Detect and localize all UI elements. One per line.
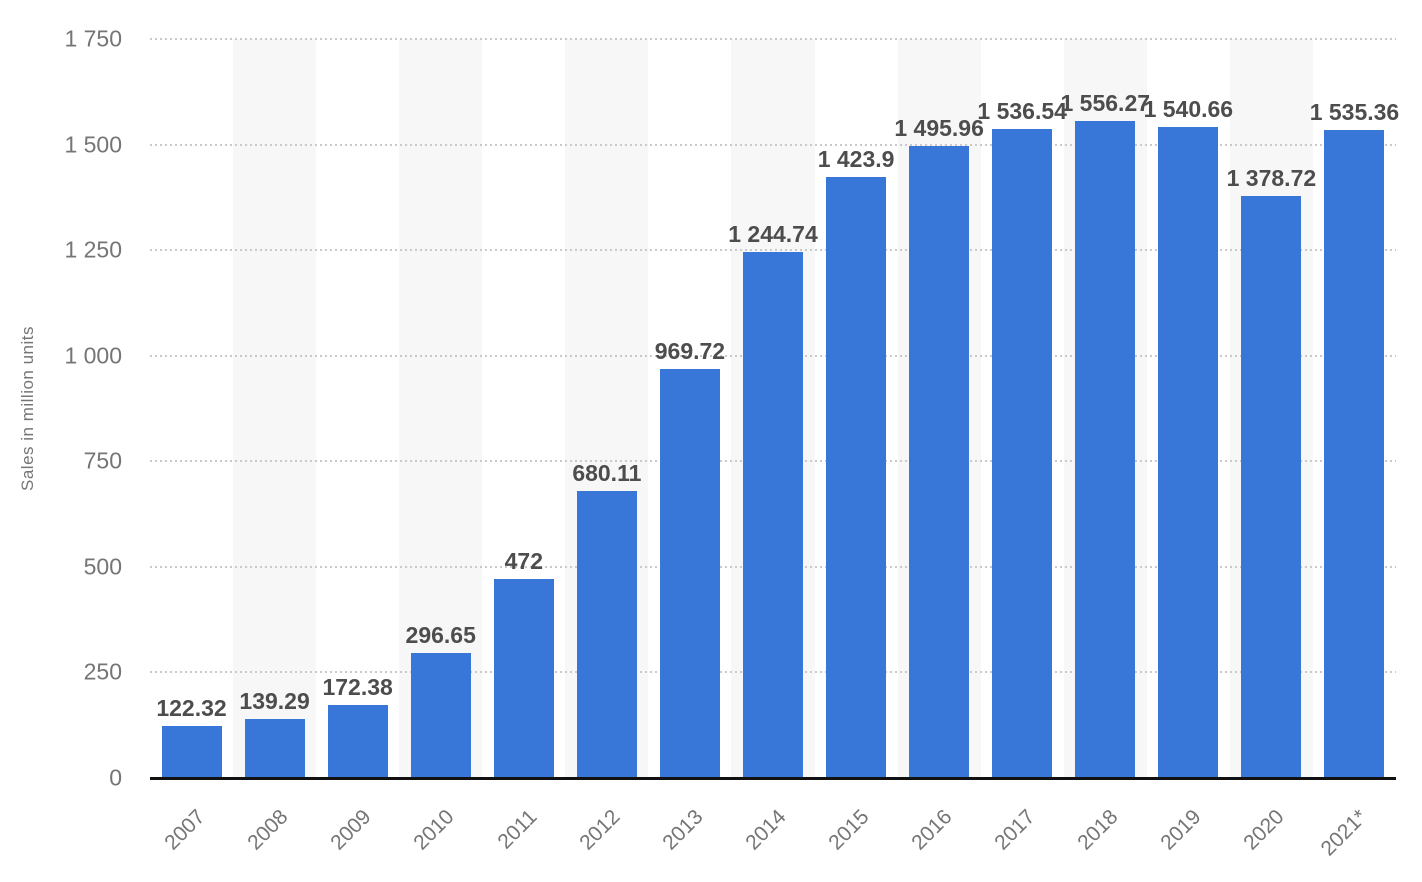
bar-2020[interactable] [1241, 195, 1302, 778]
bar-2007[interactable] [161, 726, 222, 778]
x-tick-label-2018: 2018 [1073, 805, 1123, 855]
x-tick-label-2008: 2008 [242, 805, 293, 855]
y-tick-label-1250: 1 250 [64, 236, 122, 263]
plot-column-stripe-2008 [233, 39, 317, 778]
x-tick-label-2021*: 2021* [1316, 805, 1373, 861]
x-tick-label-2015: 2015 [824, 805, 874, 855]
bar-value-label-2017: 1 536.54 [977, 98, 1067, 125]
x-tick-label-2014: 2014 [741, 805, 791, 855]
bar-2008[interactable] [244, 719, 305, 778]
x-tick-label-2012: 2012 [575, 805, 625, 855]
gridline-1750 [150, 38, 1396, 40]
bar-2011[interactable] [493, 578, 554, 778]
bar-value-label-2007: 122.32 [156, 695, 227, 722]
bar-value-label-2009: 172.38 [322, 674, 393, 701]
x-tick-label-2011: 2011 [493, 805, 542, 854]
x-tick-label-2020: 2020 [1239, 805, 1289, 855]
y-tick-label-500: 500 [83, 553, 122, 580]
bar-value-label-2015: 1 423.9 [817, 145, 895, 172]
y-tick-label-750: 750 [83, 447, 122, 474]
x-tick-label-2009: 2009 [325, 805, 376, 855]
x-tick-label-2013: 2013 [658, 805, 708, 855]
x-tick-label-2007: 2007 [159, 805, 210, 855]
bar-value-label-2014: 1 244.74 [728, 221, 818, 248]
bar-value-label-2020: 1 378.72 [1226, 164, 1317, 191]
bar-2017[interactable] [992, 129, 1053, 778]
gridline-1500 [150, 143, 1396, 146]
y-tick-label-1750: 1 750 [64, 25, 122, 52]
bar-2016[interactable] [909, 146, 970, 778]
bar-2013[interactable] [659, 368, 720, 778]
x-tick-label-2010: 2010 [408, 805, 459, 855]
bar-2021*[interactable] [1324, 129, 1385, 778]
bar-2012[interactable] [576, 490, 637, 778]
bar-2019[interactable] [1158, 127, 1219, 778]
plot-area: 122.32 139.29 172.38 296.65 472 680.11 969.72 1… [150, 38, 1399, 780]
bar-2015[interactable] [826, 176, 887, 778]
x-tick-label-2016: 2016 [907, 805, 957, 855]
bar-value-label-2018: 1 556.27 [1060, 89, 1151, 116]
bar-2009[interactable] [327, 705, 388, 778]
bar-value-label-2008: 139.29 [239, 688, 310, 715]
y-tick-label-1000: 1 000 [64, 342, 122, 369]
bar-value-label-2019: 1 540.66 [1143, 96, 1234, 123]
y-tick-label-0: 0 [109, 764, 122, 791]
bar-value-label-2012: 680.11 [572, 459, 642, 486]
y-tick-label-250: 250 [83, 658, 122, 685]
bar-2010[interactable] [410, 652, 471, 778]
x-tick-label-2017: 2017 [990, 805, 1040, 855]
bar-value-label-2010: 296.65 [405, 621, 476, 648]
bar-2018[interactable] [1075, 120, 1136, 778]
bar-value-label-2013: 969.72 [654, 337, 726, 364]
bar-value-label-2021*: 1 535.36 [1309, 98, 1400, 125]
y-tick-label-1500: 1 500 [64, 131, 122, 158]
x-tick-label-2019: 2019 [1156, 805, 1206, 855]
bar-2014[interactable] [743, 252, 803, 778]
gridline-1250 [150, 249, 1396, 252]
bar-value-label-2011: 472 [504, 547, 543, 574]
x-axis-line [150, 777, 1396, 780]
bar-value-label-2016: 1 495.96 [894, 115, 984, 142]
